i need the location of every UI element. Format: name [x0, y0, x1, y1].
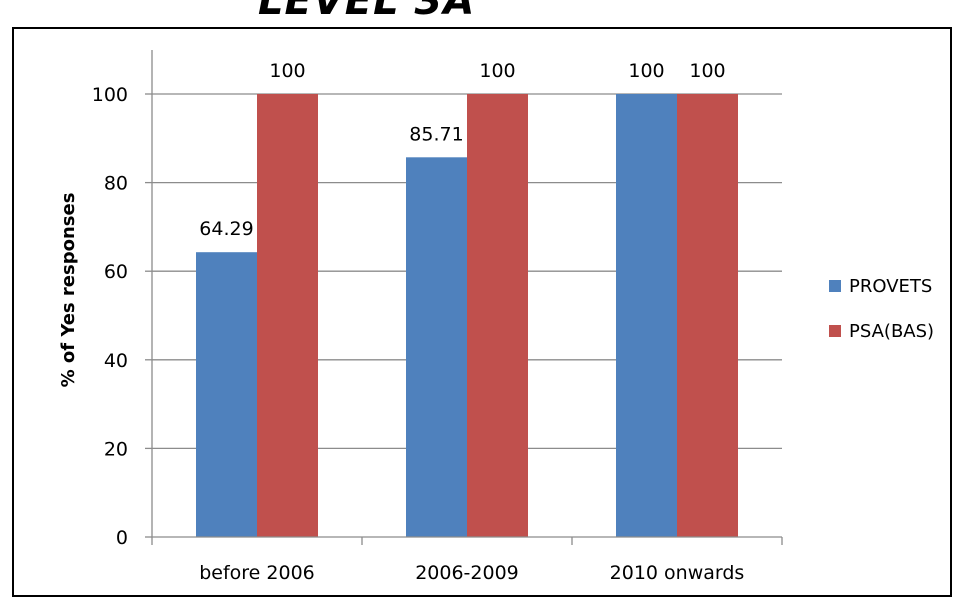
data-label: 64.29	[199, 218, 253, 240]
data-label: 100	[269, 60, 305, 82]
y-tick-label: 0	[116, 527, 128, 549]
x-tick-label: 2006-2009	[415, 562, 519, 584]
y-tick-label: 20	[104, 438, 128, 460]
y-tick-label: 40	[104, 350, 128, 372]
y-tick-label: 100	[92, 84, 128, 106]
bar-psa-bas	[677, 94, 738, 537]
data-label: 100	[479, 60, 515, 82]
bar-chart: 64.29 100 85.71 100 100 100 0 20 40 60 80 100 befor…	[58, 50, 934, 584]
data-label: 100	[628, 60, 664, 82]
data-label: 100	[689, 60, 725, 82]
chart-title: LEVEL 3A	[258, 0, 476, 24]
x-tick-label: before 2006	[199, 562, 315, 584]
axes: 0 20 40 60 80 100 before 2006 2006-2009 2010 onw…	[92, 50, 783, 584]
legend-label: PROVETS	[849, 276, 932, 297]
y-tick-label: 80	[104, 173, 128, 195]
y-axis-label: % of Yes responses	[58, 193, 79, 388]
bar-provets	[406, 157, 467, 538]
x-tick-label: 2010 onwards	[610, 562, 745, 584]
bars	[196, 94, 738, 538]
legend: PROVETS PSA(BAS)	[829, 276, 934, 342]
y-tick-label: 60	[104, 261, 128, 283]
data-label: 85.71	[409, 123, 463, 145]
legend-swatch	[829, 280, 841, 292]
bar-provets	[196, 252, 257, 537]
legend-swatch	[829, 325, 841, 337]
data-labels: 64.29 100 85.71 100 100 100	[199, 60, 725, 240]
bar-psa-bas	[257, 94, 318, 537]
bar-psa-bas	[467, 94, 528, 537]
legend-label: PSA(BAS)	[849, 321, 934, 342]
bar-provets	[616, 94, 677, 537]
